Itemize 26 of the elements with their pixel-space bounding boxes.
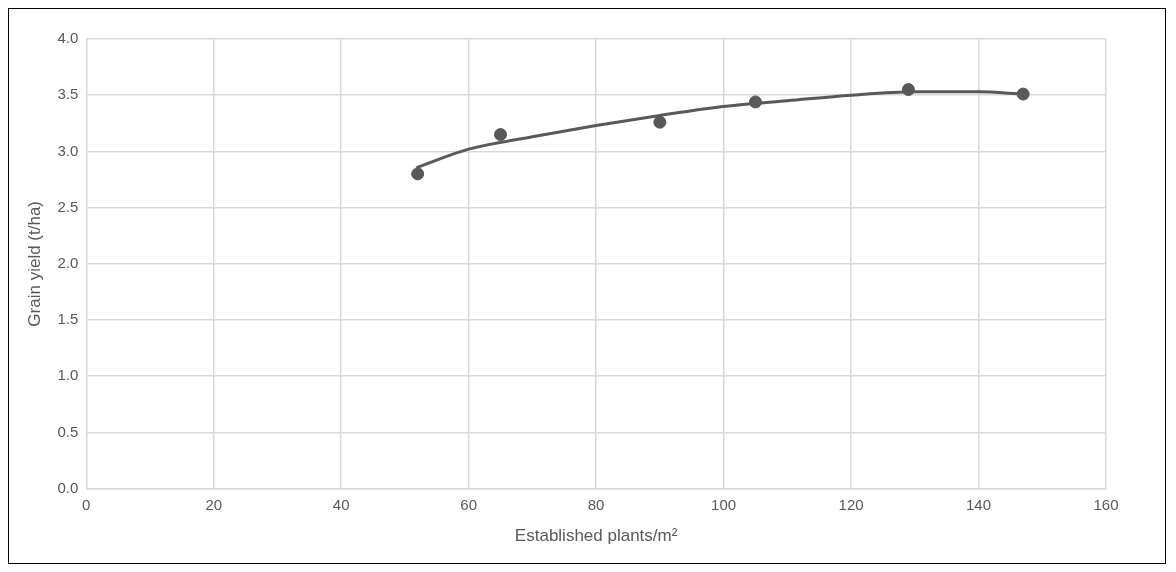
y-tick-label: 1.0 (57, 366, 79, 384)
point (494, 128, 508, 142)
y-tick-label: 0.0 (57, 478, 79, 496)
x-tick-label: 140 (966, 495, 992, 513)
y-tick-label: 3.5 (57, 85, 79, 103)
x-tick-label: 160 (1093, 495, 1119, 513)
y-tick-label: 4.0 (57, 29, 79, 47)
point (748, 95, 762, 109)
y-tick-label: 0.5 (57, 422, 79, 440)
y-tick-label: 3.0 (57, 141, 79, 159)
y-tick-label: 1.5 (57, 310, 79, 328)
x-tick-label: 20 (205, 495, 223, 513)
x-tick-label: 80 (587, 495, 605, 513)
y-axis-title: Grain yield (t/ha) (24, 200, 44, 327)
point (411, 167, 425, 181)
x-tick-label: 60 (460, 495, 477, 513)
point (901, 83, 915, 97)
point (653, 115, 667, 129)
x-tick-label: 40 (332, 495, 350, 513)
y-tick-label: 2.0 (57, 253, 79, 271)
x-axis-title: Established plants/m² (514, 526, 678, 546)
x-tick-label: 0 (82, 495, 91, 513)
x-tick-label: 120 (838, 495, 864, 513)
x-tick-label: 100 (711, 495, 737, 513)
point (1016, 87, 1030, 101)
y-tick-label: 2.5 (57, 197, 79, 215)
